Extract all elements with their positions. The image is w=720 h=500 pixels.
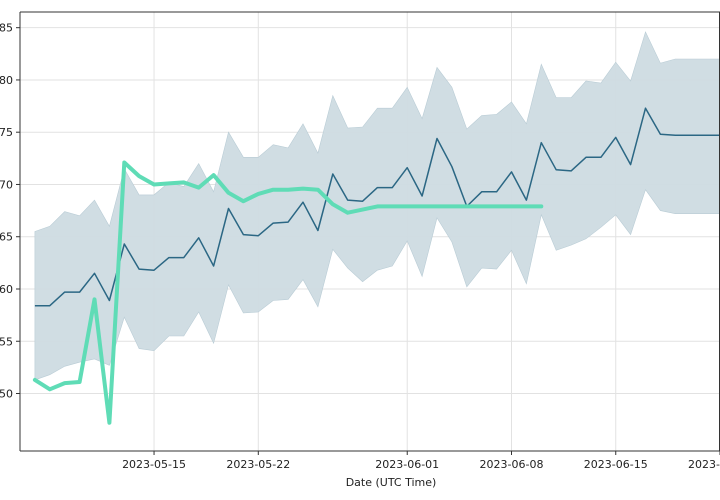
plot-area [32, 31, 720, 425]
y-tick-label: 55 [0, 335, 13, 348]
x-tick-label: 2023-05-22 [226, 458, 290, 471]
x-axis-label: Date (UTC Time) [346, 476, 437, 489]
y-tick-label: 75 [0, 126, 13, 139]
x-tick-label: 2023-06-01 [375, 458, 439, 471]
y-tick-label: 85 [0, 22, 13, 35]
x-tick-label: 2023-06-22 [688, 458, 720, 471]
x-tick-label: 2023-06-15 [584, 458, 648, 471]
y-tick-label: 60 [0, 283, 13, 296]
y-tick-label: 65 [0, 231, 13, 244]
prediction-line [34, 107, 720, 307]
tick-labels: 50 55 60 65 70 75 80 85 2023-05-15 2023-05-22 2023… [0, 22, 720, 471]
y-tick-label: 70 [0, 178, 13, 191]
y-tick-label: 80 [0, 74, 13, 87]
y-tick-label: 50 [0, 388, 13, 401]
x-tick-label: 2023-06-08 [480, 458, 544, 471]
x-tick-label: 2023-05-15 [122, 458, 186, 471]
actual-line [32, 160, 544, 425]
